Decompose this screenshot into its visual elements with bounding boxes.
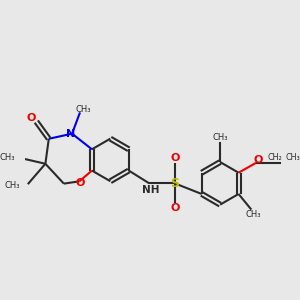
Text: O: O xyxy=(170,153,179,164)
Text: O: O xyxy=(253,155,262,165)
Text: CH₃: CH₃ xyxy=(4,181,20,190)
Text: O: O xyxy=(75,178,85,188)
Text: CH₃: CH₃ xyxy=(245,210,260,219)
Text: O: O xyxy=(26,113,36,123)
Text: N: N xyxy=(66,129,75,139)
Text: CH₃: CH₃ xyxy=(212,133,228,142)
Text: CH₃: CH₃ xyxy=(75,105,91,114)
Text: S: S xyxy=(170,177,179,190)
Text: CH₂: CH₂ xyxy=(267,153,282,162)
Text: CH₃: CH₃ xyxy=(286,153,300,162)
Text: O: O xyxy=(170,203,179,213)
Text: NH: NH xyxy=(142,184,159,195)
Text: CH₃: CH₃ xyxy=(0,153,15,162)
